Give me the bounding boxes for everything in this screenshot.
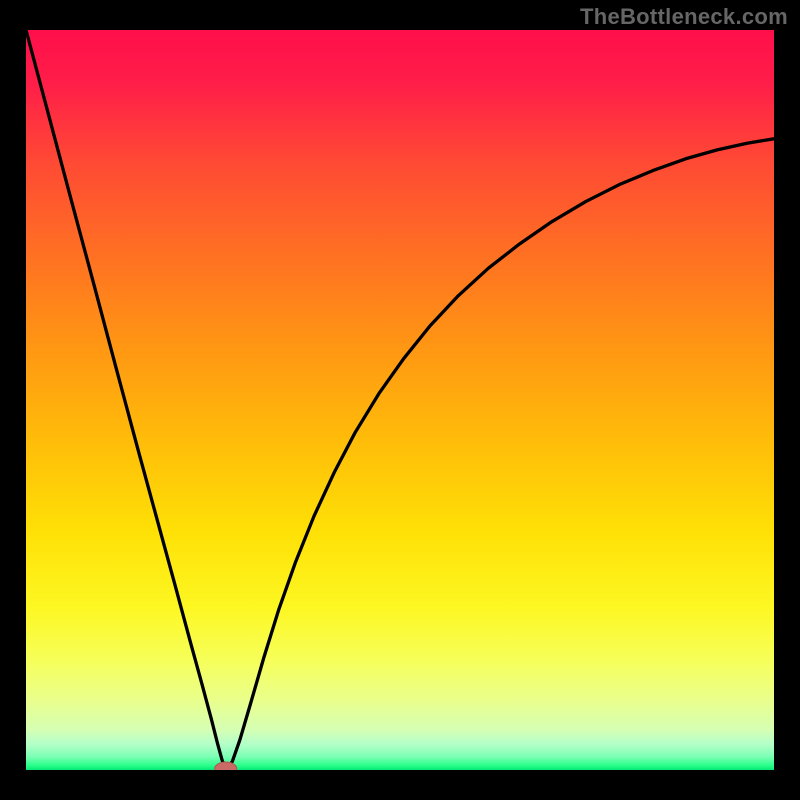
chart-frame: TheBottleneck.com (0, 0, 800, 800)
chart-svg (26, 30, 774, 770)
watermark-text: TheBottleneck.com (580, 4, 788, 30)
plot-area (26, 30, 774, 770)
gradient-background (26, 30, 774, 770)
